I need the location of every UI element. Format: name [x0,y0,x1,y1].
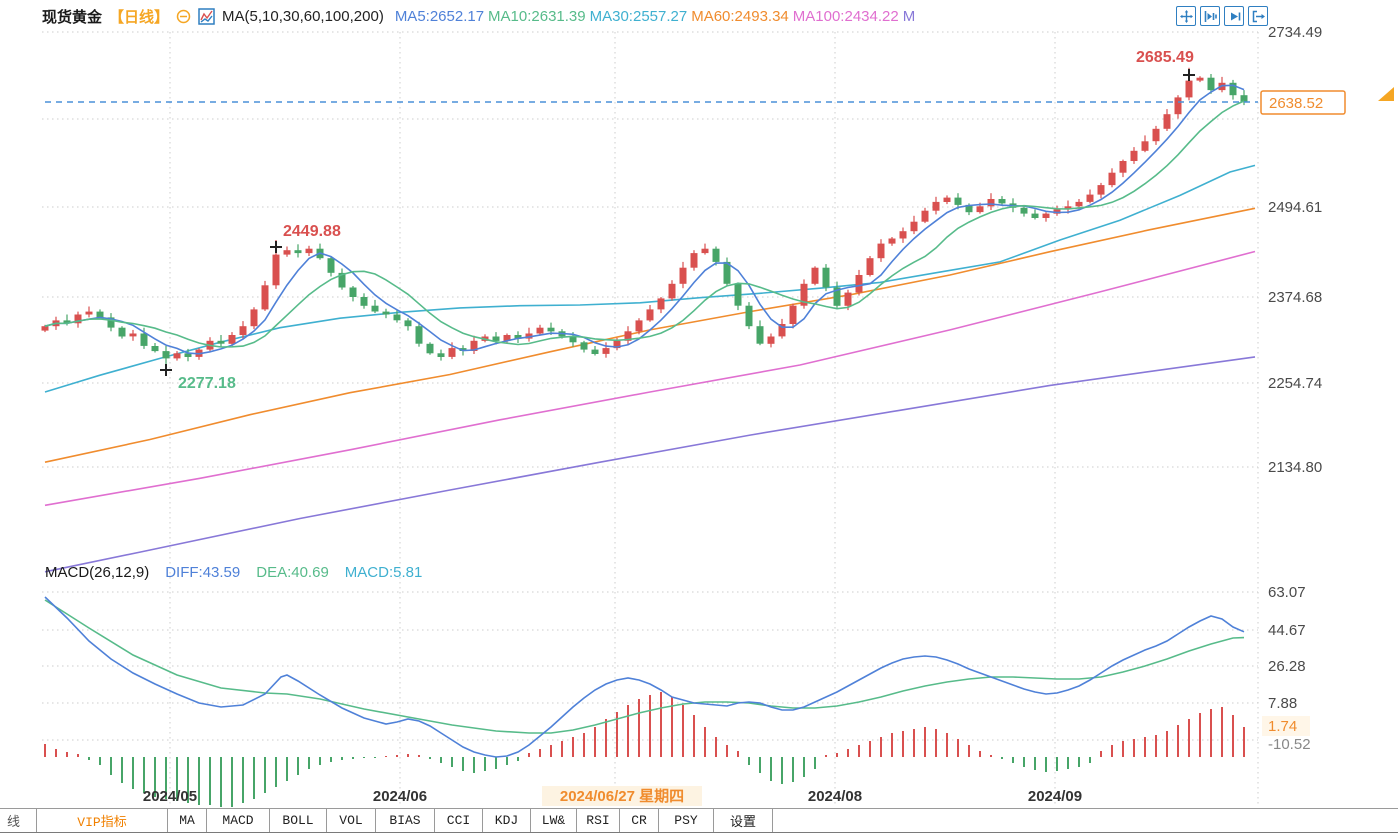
svg-text:2494.61: 2494.61 [1268,199,1322,216]
tabbar-filler [773,809,1398,832]
ma-values: MA5:2652.17 MA10:2631.39 MA30:2557.27 MA60:… [391,8,915,25]
chart-header: 现货黄金 【日线】 MA(5,10,30,60,100,200) MA5:265… [42,4,915,28]
svg-text:44.67: 44.67 [1268,622,1306,639]
ma100-line [44,250,1256,507]
tab-PSY[interactable]: PSY [659,809,714,832]
svg-text:2638.52: 2638.52 [1269,95,1323,112]
chart-toolbar [1176,6,1268,26]
tab-设置[interactable]: 设置 [714,809,773,832]
ma-group-label: MA(5,10,30,60,100,200) [222,7,384,25]
svg-text:2024/06: 2024/06 [373,788,427,805]
ma-value-5: M [902,7,916,25]
indicator-tabbar: 线 VIP指标 MA MACD BOLL VOL BIAS CCI KDJ LW& RSI CR PSY… [0,808,1398,833]
price-arrow-icon [1378,87,1394,101]
collapse-icon[interactable] [176,9,191,24]
ma-value-0: MA5:2652.17 [394,7,485,25]
svg-text:2277.18: 2277.18 [178,375,236,392]
ma-value-2: MA30:2557.27 [589,7,688,25]
candlestick-layer [41,67,1248,367]
macd-value-0: DIFF:43.59 [165,564,241,581]
svg-text:1.74: 1.74 [1268,718,1297,735]
tab-VOL[interactable]: VOL [327,809,376,832]
macd-label: MACD(26,12,9) [45,564,150,581]
macd-dea-line [44,599,1245,734]
svg-text:2134.80: 2134.80 [1268,459,1322,476]
tab-MA[interactable]: MA [168,809,207,832]
ma200-line [44,356,1256,573]
macd-header: MACD(26,12,9) DIFF:43.59 DEA:40.69 MACD:5.… [45,564,438,581]
svg-text:2024/05: 2024/05 [143,788,197,805]
tab-BIAS[interactable]: BIAS [376,809,435,832]
svg-text:2024/09: 2024/09 [1028,788,1082,805]
tab-VIP指标[interactable]: VIP指标 [37,809,168,832]
macd-values: DIFF:43.59 DEA:40.69 MACD:5.81 [165,564,438,581]
svg-text:2734.49: 2734.49 [1268,24,1322,41]
svg-text:2685.49: 2685.49 [1136,49,1194,66]
exit-chart-icon[interactable] [1248,6,1268,26]
symbol-title: 现货黄金 [42,8,103,26]
tab-MACD[interactable]: MACD [207,809,270,832]
pan-crosshair-icon[interactable] [1176,6,1196,26]
tab-BOLL[interactable]: BOLL [270,809,327,832]
svg-text:-10.52: -10.52 [1268,736,1311,753]
tab-partial[interactable]: 线 [0,809,37,832]
ma-value-1: MA10:2631.39 [488,7,586,25]
price-axis: 2734.49 2494.61 2374.68 2254.74 2134.80 [1268,24,1322,476]
kline-play-icon[interactable] [1224,6,1244,26]
tab-KDJ[interactable]: KDJ [483,809,531,832]
ma10-line [44,100,1245,348]
date-axis: 2024/05 2024/06 2024/06/27 星期四 2024/08 2024/… [143,786,1082,806]
ma60-line [44,207,1256,463]
kline-first-icon[interactable] [1200,6,1220,26]
interval-label: 【日线】 [109,8,170,26]
svg-text:26.28: 26.28 [1268,658,1306,675]
tab-CCI[interactable]: CCI [435,809,483,832]
tab-RSI[interactable]: RSI [577,809,620,832]
macd-histogram [44,692,1245,807]
svg-text:2374.68: 2374.68 [1268,289,1322,306]
svg-text:63.07: 63.07 [1268,584,1306,601]
svg-text:2024/08: 2024/08 [808,788,862,805]
last-price-tag: 2638.52 [1260,87,1394,115]
price-annotations: 2685.49 2449.88 2277.18 [160,49,1195,392]
tab-LW&[interactable]: LW& [531,809,577,832]
ma5-line [44,84,1245,355]
macd-value-1: DEA:40.69 [256,564,329,581]
svg-text:7.88: 7.88 [1268,695,1297,712]
price-gridlines [42,31,1259,806]
svg-text:2024/06/27 星期四: 2024/06/27 星期四 [560,787,684,805]
ma30-line [44,164,1256,393]
macd-diff-line [44,596,1245,758]
svg-text:2254.74: 2254.74 [1268,375,1322,392]
ma-value-3: MA60:2493.34 [691,7,789,25]
macd-value-2: MACD:5.81 [344,564,423,581]
svg-text:2449.88: 2449.88 [283,223,341,240]
ma-value-4: MA100:2434.22 [792,7,899,25]
tab-CR[interactable]: CR [620,809,659,832]
kline-mini-icon[interactable] [198,7,215,25]
macd-axis: 63.07 44.67 26.28 7.88 -10.521.74 [1262,584,1311,753]
